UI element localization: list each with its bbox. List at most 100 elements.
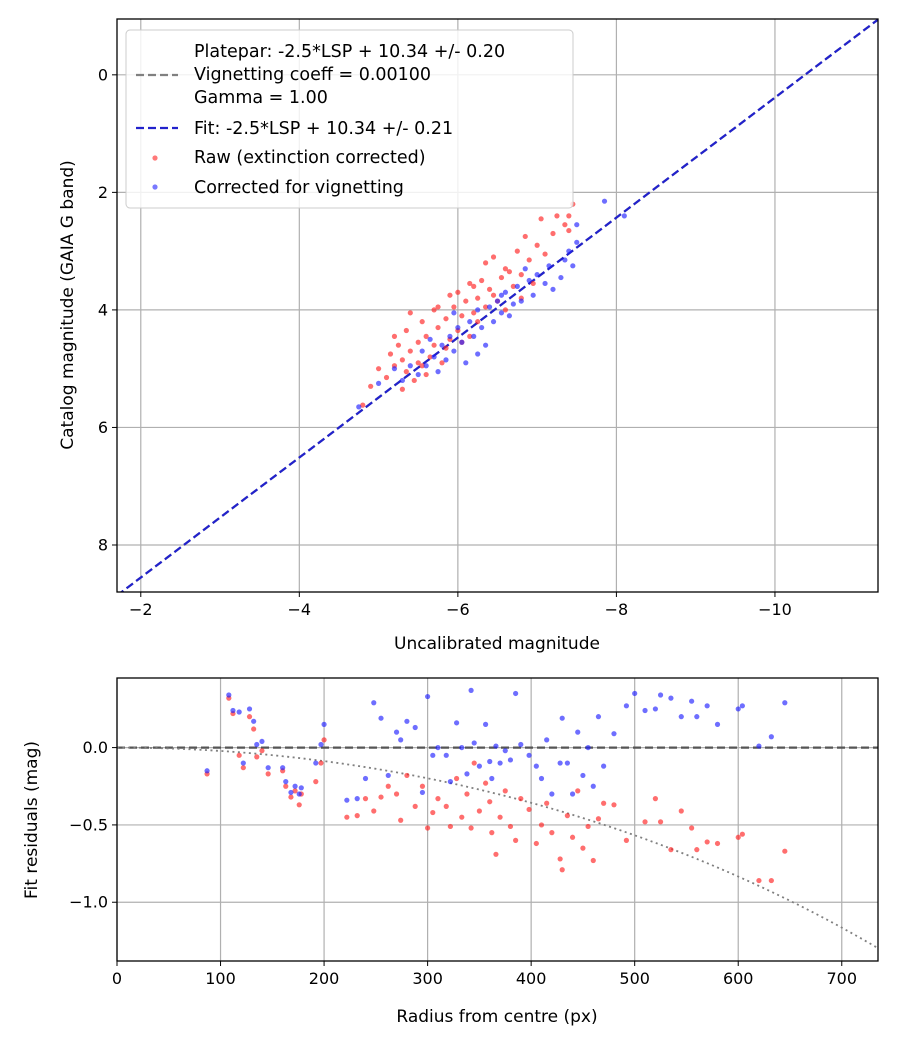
bottom-raw-point: [482, 780, 489, 786]
top-raw-point: [471, 283, 477, 289]
top-raw-point: [368, 383, 374, 389]
bottom-corrected-point: [240, 760, 246, 766]
top-raw-point: [395, 342, 402, 348]
bottom-raw-point: [236, 752, 242, 758]
top-raw-point: [486, 286, 493, 292]
bottom-raw-point: [590, 857, 596, 864]
bottom-raw-point: [354, 813, 360, 819]
top-raw-point: [550, 230, 556, 237]
top-x-tick-label: −4: [288, 600, 312, 619]
top-corrected-point: [439, 342, 445, 348]
top-corrected-point: [566, 248, 572, 254]
bottom-corrected-point: [735, 706, 741, 712]
legend-fit-label: Fit: -2.5*LSP + 10.34 +/- 0.21: [194, 119, 453, 139]
top-raw-point: [415, 360, 421, 366]
bottom-raw-point: [557, 856, 563, 862]
top-raw-point: [443, 316, 449, 322]
top-raw-point: [419, 319, 425, 325]
bottom-raw-point: [454, 775, 460, 782]
bottom-corrected-point: [419, 789, 426, 796]
bottom-x-tick-label: 300: [412, 969, 443, 988]
top-raw-point: [439, 360, 445, 366]
top-raw-point: [463, 298, 469, 304]
top-y-tick-label: 8: [98, 535, 108, 554]
top-corrected-point: [479, 324, 485, 331]
bottom-x-tick-label: 700: [826, 969, 857, 988]
bottom-raw-point: [657, 819, 664, 825]
bottom-x-tick-label: 600: [723, 969, 754, 988]
top-corrected-point: [510, 301, 516, 307]
bottom-raw-point: [292, 788, 298, 794]
top-corrected-point: [435, 369, 441, 375]
bottom-corrected-point: [489, 775, 495, 782]
top-corrected-point: [467, 319, 473, 325]
bottom-corrected-point: [657, 692, 664, 698]
bottom-raw-point: [735, 834, 741, 840]
bottom-corrected-point: [313, 760, 319, 766]
bottom-corrected-point: [265, 765, 271, 771]
top-raw-point: [483, 260, 489, 266]
top-corrected-point: [514, 283, 520, 289]
bottom-corrected-point: [559, 715, 565, 721]
bottom-corrected-point: [254, 741, 260, 748]
top-corrected-point: [407, 363, 413, 369]
top-corrected-point: [455, 324, 461, 331]
bottom-raw-point: [468, 825, 474, 831]
top-raw-point: [562, 222, 568, 228]
legend-platepar-line-1: Platepar: -2.5*LSP + 10.34 +/- 0.20: [194, 42, 505, 62]
bottom-corrected-point: [601, 763, 607, 769]
bottom-corrected-point: [538, 775, 545, 782]
top-corrected-point: [483, 342, 489, 348]
bottom-raw-point: [393, 791, 400, 797]
top-raw-point: [483, 304, 489, 310]
top-corrected-point: [375, 380, 382, 386]
top-y-tick-label: 0: [98, 65, 108, 84]
bottom-corrected-point: [497, 760, 503, 766]
bottom-corrected-point: [251, 718, 257, 724]
bottom-corrected-point: [533, 763, 539, 769]
top-raw-point: [431, 307, 437, 313]
bottom-corrected-point: [518, 741, 524, 748]
bottom-chart: 0 100 200 300 400 500 600 700 0.0 −0.5 −1.0 Radius…: [22, 677, 879, 1027]
bottom-corrected-point: [493, 743, 499, 749]
bottom-corrected-point: [487, 758, 493, 765]
top-corrected-point: [498, 310, 505, 316]
bottom-corrected-point: [507, 757, 514, 763]
top-raw-point: [383, 374, 390, 381]
top-corrected-point: [522, 266, 528, 272]
top-raw-point: [471, 310, 477, 316]
legend-corrected-label: Corrected for vignetting: [194, 178, 404, 198]
bottom-raw-point: [507, 823, 514, 830]
bottom-corrected-point: [768, 734, 774, 740]
top-raw-point: [506, 269, 512, 275]
bottom-raw-point: [385, 783, 391, 789]
top-raw-point: [566, 227, 572, 234]
bottom-raw-point: [254, 754, 260, 760]
bottom-raw-point: [739, 831, 745, 837]
top-raw-point: [467, 333, 473, 339]
top-corrected-point: [399, 377, 405, 384]
top-corrected-point: [447, 333, 453, 339]
bottom-raw-point: [580, 845, 586, 851]
top-corrected-point: [562, 257, 568, 263]
top-corrected-point: [502, 289, 509, 295]
bottom-raw-point: [489, 830, 495, 836]
top-corrected-point: [423, 363, 429, 369]
bottom-raw-point: [240, 765, 246, 771]
bottom-raw-point: [518, 796, 524, 802]
bottom-corrected-point: [739, 703, 745, 709]
bottom-raw-point: [538, 822, 545, 828]
top-raw-point: [475, 295, 481, 301]
bottom-raw-point: [559, 867, 565, 873]
bottom-corrected-point: [585, 744, 591, 751]
bottom-raw-point: [412, 803, 418, 809]
bottom-corrected-point: [544, 737, 550, 743]
bottom-raw-point: [425, 825, 431, 831]
top-plot-frame: [116, 18, 879, 593]
bottom-corrected-point: [642, 707, 648, 714]
top-corrected-point: [506, 313, 512, 319]
bottom-plot-frame: [116, 677, 879, 962]
bottom-corrected-point: [447, 779, 453, 785]
bottom-raw-point: [714, 840, 721, 847]
top-x-tick-label: −2: [129, 600, 153, 619]
